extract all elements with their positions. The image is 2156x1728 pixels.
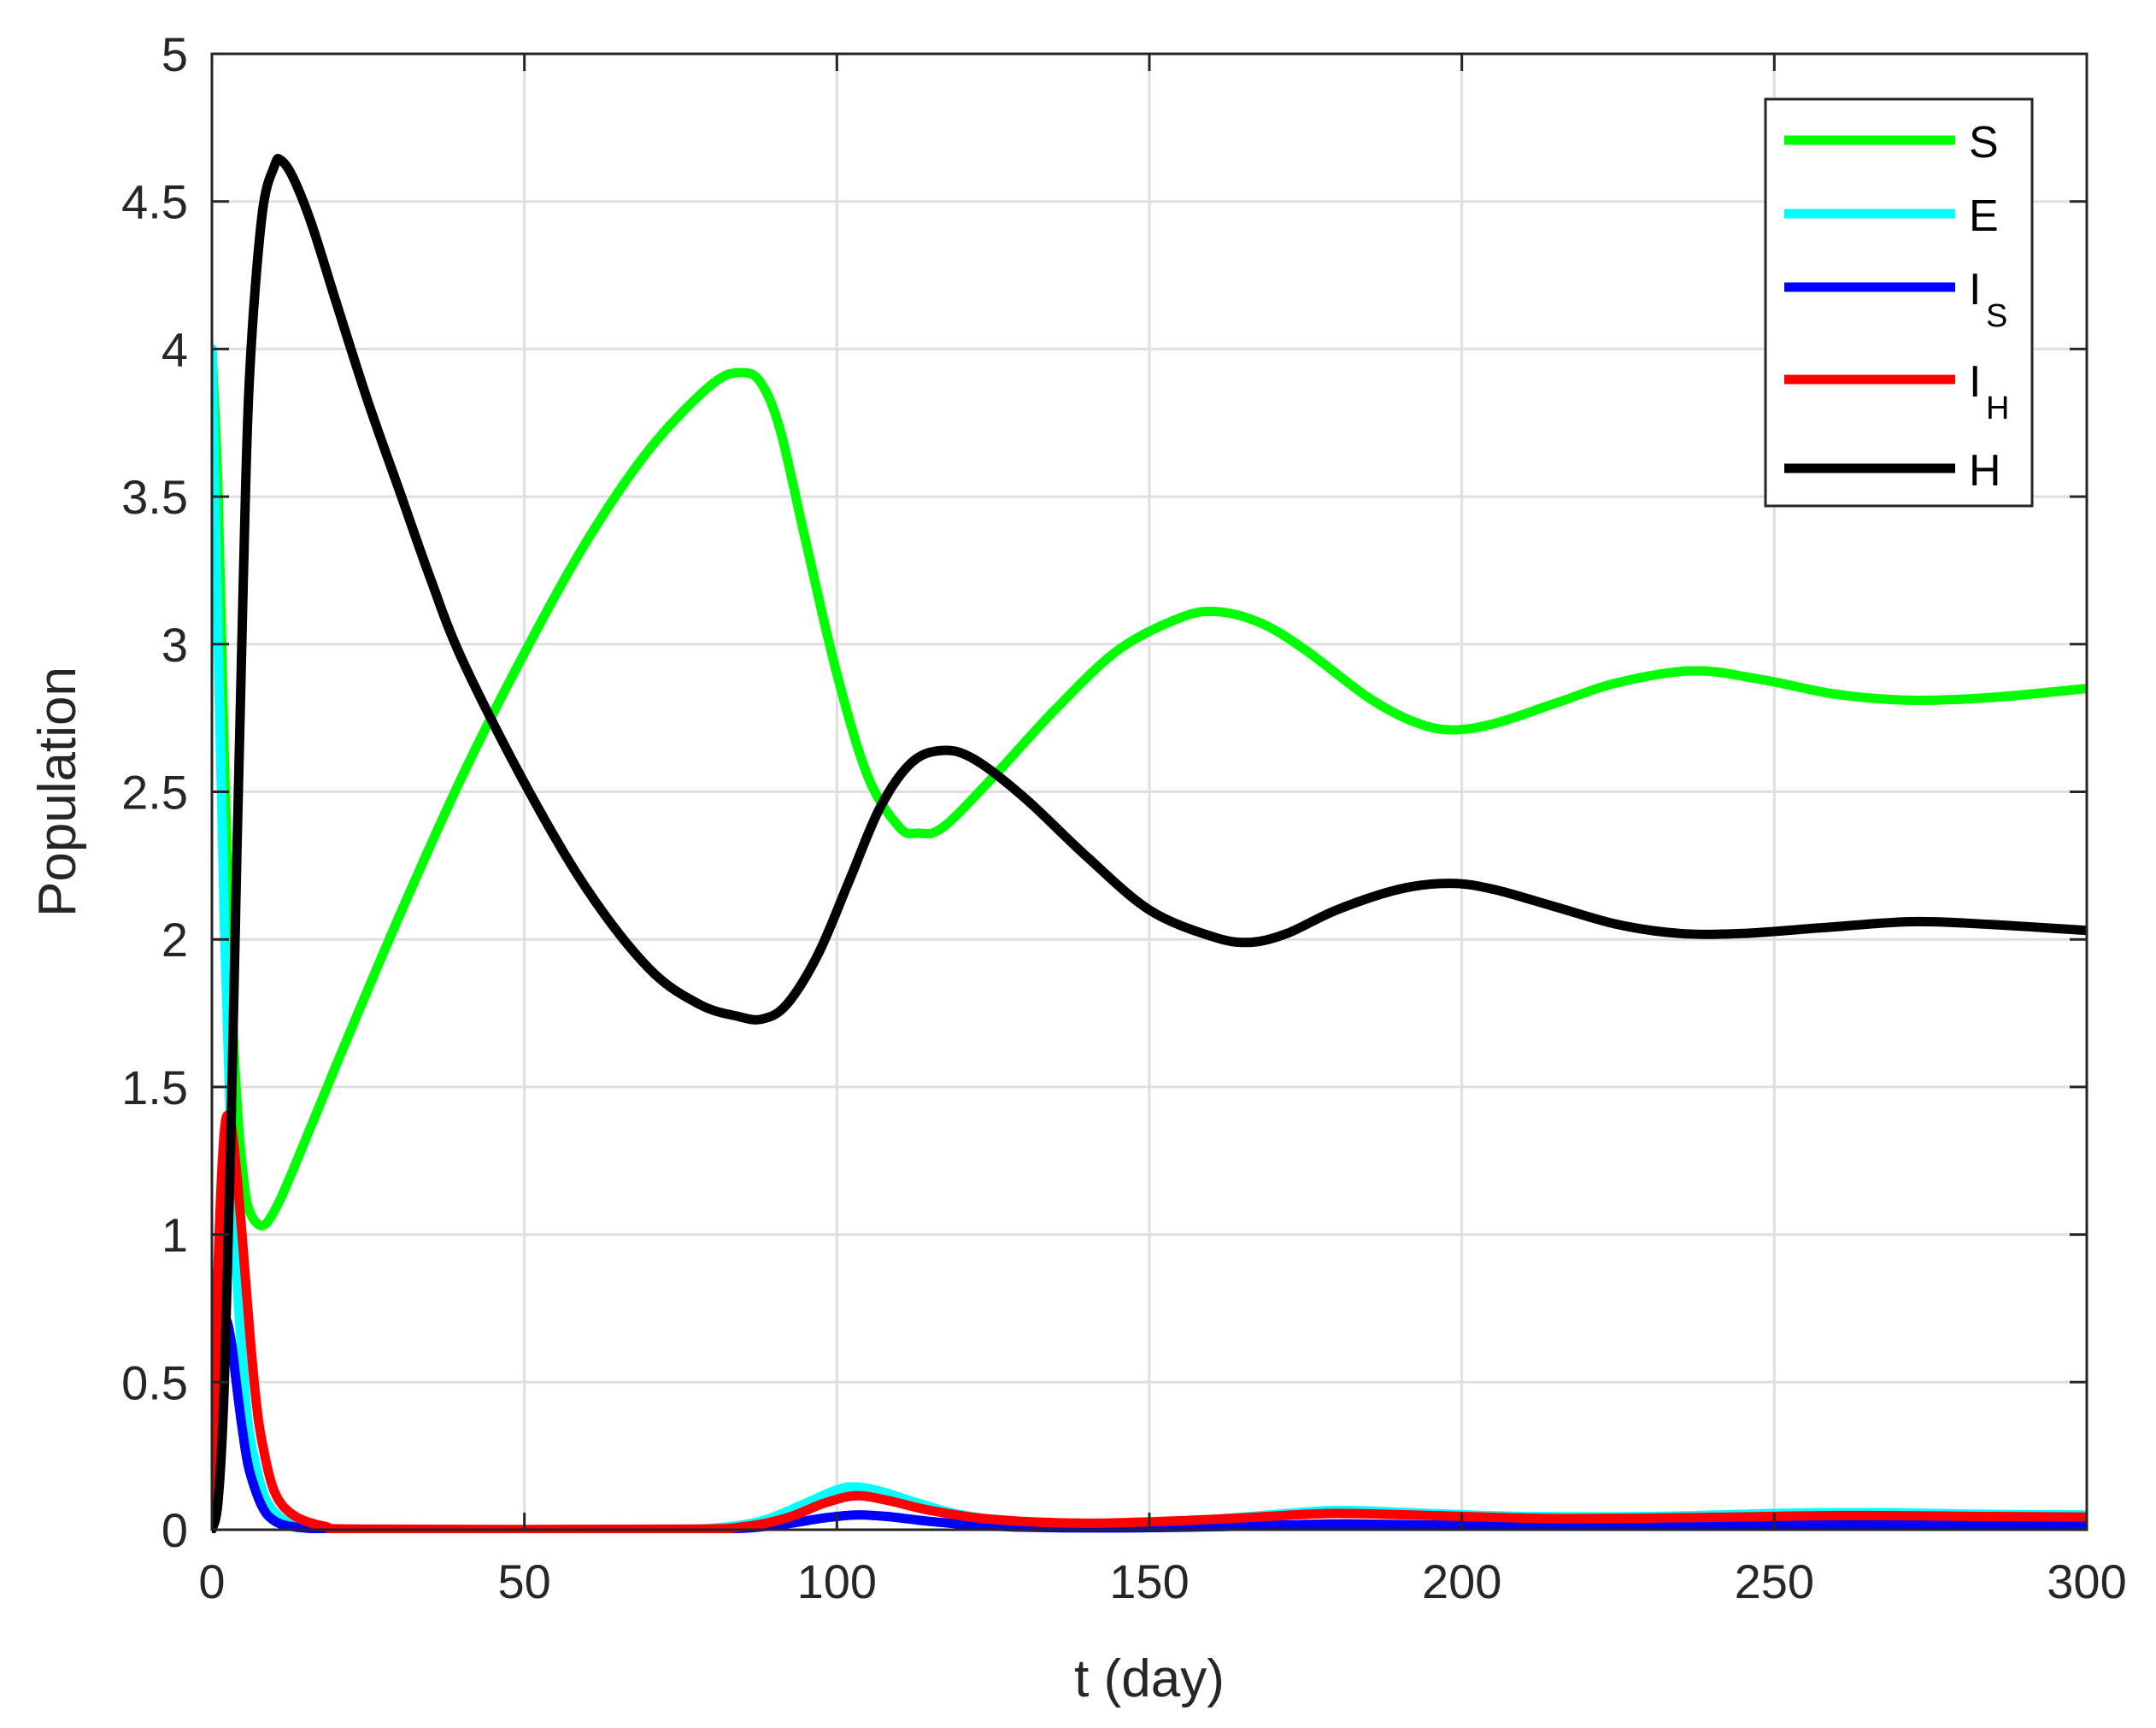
x-tick-label: 200 <box>1422 1555 1501 1608</box>
x-tick-label: 0 <box>198 1555 225 1608</box>
legend-entry: H <box>1784 446 2001 496</box>
series-line-i-s <box>212 1314 2087 1533</box>
series-line-i-h <box>212 1110 2087 1533</box>
y-tick-label: 2.5 <box>121 766 188 820</box>
y-tick-label: 5 <box>162 27 188 81</box>
series-line-s <box>212 344 2087 1231</box>
ticks: 0 50 100 150 200 250 300 0 0.5 1 1.5 2 2.5 3 3.5 4 4.5 5 <box>121 27 2127 1608</box>
y-tick-label: 3.5 <box>121 470 188 524</box>
legend-label: S <box>1969 118 1999 168</box>
legend-box <box>1764 97 2034 508</box>
legend-entry: E <box>1784 191 1999 241</box>
y-tick-label: 0.5 <box>121 1355 188 1409</box>
x-tick-label: 300 <box>2047 1555 2126 1608</box>
legend-label-subscript: H <box>1986 391 2009 426</box>
x-tick-label: 100 <box>797 1555 877 1608</box>
x-axis-label: t (day) <box>1074 1649 1225 1708</box>
legend-label: I <box>1969 265 1981 314</box>
y-tick-label: 1 <box>162 1208 188 1262</box>
x-tick-label: 250 <box>1735 1555 1814 1608</box>
y-tick-label: 4.5 <box>121 175 188 229</box>
legend-label: I <box>1969 357 1981 407</box>
series-lines <box>212 154 2087 1533</box>
x-tick-label: 150 <box>1109 1555 1189 1608</box>
y-tick-label: 4 <box>162 322 188 376</box>
legend-label: H <box>1969 446 2001 496</box>
legend-label: E <box>1969 191 1999 241</box>
legend-entry: S <box>1784 118 1999 168</box>
y-tick-label: 0 <box>162 1503 188 1557</box>
x-tick-label: 50 <box>498 1555 551 1608</box>
legend-entry: IS <box>1784 265 2007 334</box>
legend-label-subscript: S <box>1986 298 2007 334</box>
y-tick-label: 3 <box>162 618 188 672</box>
y-axis-label: Population <box>28 667 87 917</box>
legend-entry: IH <box>1784 357 2009 426</box>
series-line-h <box>212 154 2087 1533</box>
y-tick-label: 2 <box>162 913 188 967</box>
y-tick-label: 1.5 <box>121 1061 188 1114</box>
